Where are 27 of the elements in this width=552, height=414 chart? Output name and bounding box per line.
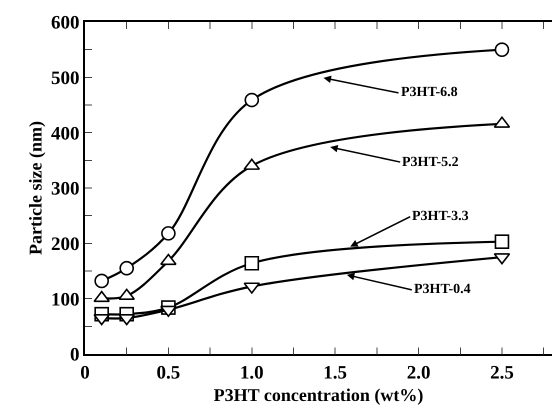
point: [94, 274, 109, 288]
y-tick-label: 200: [50, 234, 80, 255]
x-tick-label: 2.5: [490, 362, 514, 384]
annotation: P3HT-6.8: [401, 85, 458, 100]
y-tick-label: 100: [50, 289, 80, 310]
x-tick-label: 1.5: [323, 362, 348, 384]
y-axis-title: Particle size (nm): [26, 121, 46, 255]
point: [93, 314, 110, 326]
point: [244, 92, 260, 108]
x-tick-label: 1.0: [240, 362, 264, 384]
annotation: P3HT-0.4: [414, 282, 471, 297]
y-tick-label: 300: [50, 178, 80, 200]
point: [161, 226, 176, 241]
point: [494, 42, 510, 57]
point: [119, 260, 134, 276]
y-tick-label: 400: [50, 123, 80, 144]
annotation: P3HT-5.2: [402, 155, 459, 170]
x-tick-label: 0.5: [156, 362, 180, 384]
y-tick-label: 600: [50, 12, 80, 34]
annotation: P3HT-3.3: [412, 209, 469, 224]
point: [244, 256, 260, 271]
x-axis-title: P3HT concentration (wt%): [214, 385, 424, 406]
point: [494, 234, 510, 249]
y-tick-label: 500: [50, 68, 80, 89]
x-tick-label: 2.0: [406, 362, 430, 384]
point: [160, 306, 177, 318]
y-tick-label: 0: [70, 344, 80, 366]
